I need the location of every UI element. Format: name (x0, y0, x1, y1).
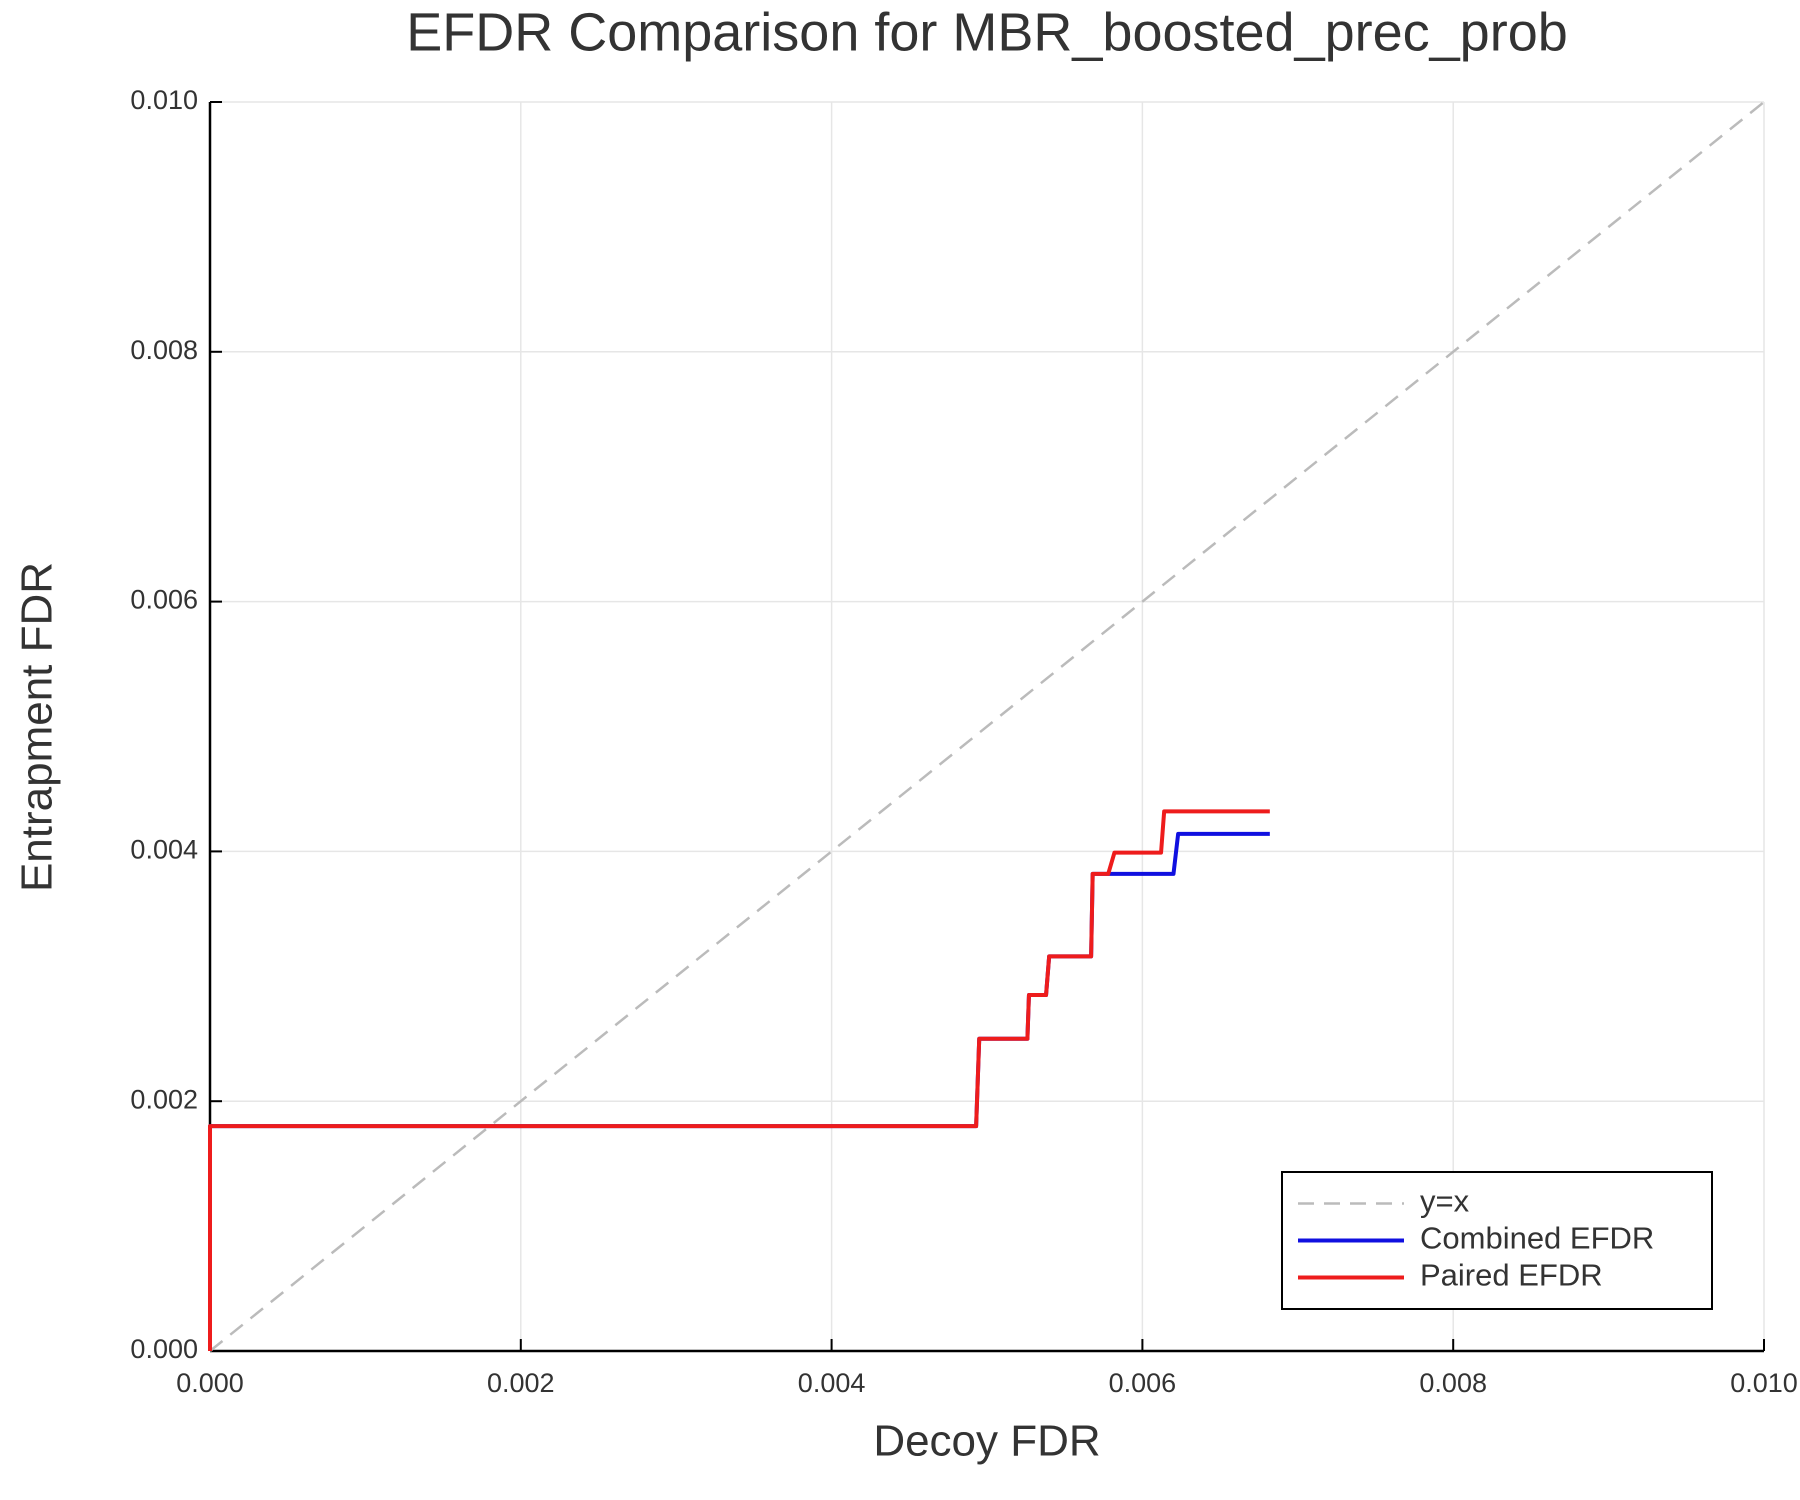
y-tick-label: 0.008 (130, 335, 198, 365)
x-tick-label: 0.002 (487, 1368, 555, 1398)
x-tick-label: 0.008 (1419, 1368, 1487, 1398)
y-tick-label: 0.010 (130, 85, 198, 115)
x-axis-label: Decoy FDR (873, 1417, 1100, 1466)
y-tick-label: 0.000 (130, 1334, 198, 1364)
y-axis-label: Entrapment FDR (13, 562, 62, 892)
series-line (209, 101, 1765, 1352)
legend-label: y=x (1420, 1184, 1470, 1219)
chart-title: EFDR Comparison for MBR_boosted_prec_pro… (406, 2, 1568, 62)
y-tick-label: 0.006 (130, 585, 198, 615)
series-line (208, 809, 1270, 1351)
legend-label: Paired EFDR (1420, 1258, 1603, 1293)
x-tick-label: 0.000 (176, 1368, 244, 1398)
x-tick-label: 0.010 (1730, 1368, 1798, 1398)
x-tick-label: 0.006 (1109, 1368, 1177, 1398)
y-tick-label: 0.004 (130, 835, 198, 865)
legend-label: Combined EFDR (1420, 1221, 1654, 1256)
x-tick-label: 0.004 (798, 1368, 866, 1398)
y-tick-label: 0.002 (130, 1084, 198, 1114)
